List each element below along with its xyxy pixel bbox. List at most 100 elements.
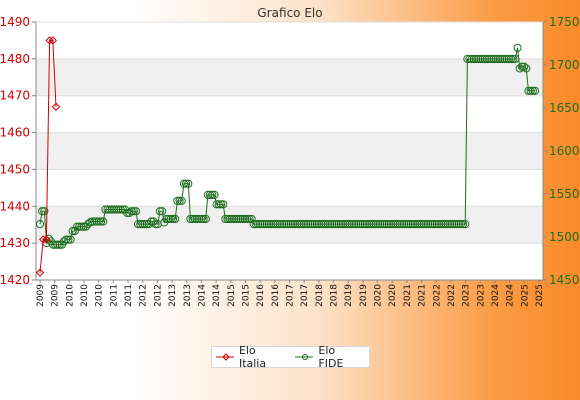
elo-fide-point (304, 220, 313, 229)
elo-fide-point (35, 220, 45, 229)
elo-fide-point (493, 54, 503, 64)
series-elo-fide (35, 43, 540, 249)
elo-fide-point (330, 220, 339, 229)
elo-fide-point (456, 220, 465, 229)
right-tick-label: 1600 (549, 144, 580, 158)
legend: Elo Italia Elo FIDE (211, 344, 370, 370)
elo-fide-point (360, 220, 370, 229)
x-tick-label: 2017 (300, 284, 310, 307)
x-tick-label: 2025 (520, 284, 530, 307)
elo-fide-point (277, 220, 287, 229)
legend-item-elo-fide[interactable]: Elo FIDE (295, 344, 359, 370)
elo-fide-point (312, 220, 322, 229)
elo-fide-point (225, 214, 234, 224)
legend-item-elo-italia[interactable]: Elo Italia (216, 344, 281, 370)
elo-fide-point (345, 220, 354, 229)
elo-italia-point (38, 235, 48, 244)
elo-fide-point (371, 220, 380, 229)
elo-fide-point (325, 220, 335, 229)
elo-fide-point (336, 220, 346, 229)
elo-fide-point (110, 205, 119, 214)
elo-italia-line (39, 39, 57, 273)
elo-fide-point (402, 220, 411, 229)
grid-lines (36, 21, 543, 281)
elo-fide-point (339, 220, 348, 229)
elo-fide-point (408, 220, 417, 229)
elo-fide-point (389, 220, 398, 229)
elo-fide-point (190, 214, 199, 224)
elo-fide-point (373, 220, 383, 229)
elo-fide-point (395, 220, 404, 229)
elo-fide-point (158, 207, 167, 216)
elo-fide-point (461, 220, 470, 229)
elo-italia-point (35, 268, 45, 277)
legend-label-elo-italia: Elo Italia (238, 344, 267, 370)
x-tick-label: 2024 (506, 284, 516, 307)
elo-fide-point (378, 220, 387, 229)
elo-fide-point (195, 214, 204, 224)
legend-label-elo-fide: Elo FIDE (318, 344, 344, 370)
elo-fide-point (199, 214, 208, 224)
left-tick-label: 1430 (0, 236, 30, 250)
circle-marker-icon (295, 354, 314, 360)
elo-fide-point (107, 205, 117, 214)
elo-fide-point (70, 226, 79, 236)
elo-fide-point (269, 220, 278, 229)
elo-fide-point (149, 217, 158, 226)
x-tick-label: 2014 (197, 284, 207, 307)
elo-italia-point (48, 36, 58, 45)
elo-fide-point (258, 220, 267, 229)
x-tick-label: 2021 (403, 284, 413, 307)
elo-fide-point (186, 214, 195, 224)
elo-fide-point (208, 190, 217, 199)
x-tick-label: 2012 (139, 284, 149, 307)
elo-fide-point (151, 220, 160, 229)
elo-fide-point (164, 214, 173, 224)
elo-fide-point (131, 207, 141, 216)
x-tick-label: 2014 (212, 284, 222, 307)
elo-fide-point (188, 214, 197, 224)
elo-fide-point (362, 220, 372, 229)
x-tick-label: 2020 (388, 284, 398, 307)
elo-fide-point (482, 54, 492, 64)
elo-fide-point (354, 220, 363, 229)
right-tick-label: 1550 (549, 187, 580, 201)
elo-fide-point (243, 214, 252, 224)
elo-fide-point (334, 220, 343, 229)
plot-area (36, 22, 543, 280)
elo-fide-point (162, 214, 171, 224)
elo-italia-point (42, 235, 51, 244)
elo-fide-point (51, 240, 60, 249)
elo-fide-point (321, 220, 330, 229)
elo-fide-point (234, 214, 243, 224)
elo-fide-point (291, 220, 300, 229)
elo-fide-point (262, 220, 271, 229)
left-tick-label: 1440 (0, 199, 30, 213)
elo-fide-point (391, 220, 400, 229)
elo-fide-point (48, 240, 58, 249)
elo-fide-point (478, 54, 487, 64)
elo-fide-point (288, 220, 298, 229)
elo-fide-point (238, 214, 247, 224)
elo-fide-point (253, 220, 263, 229)
elo-fide-point (310, 220, 319, 229)
elo-fide-point (81, 222, 90, 231)
elo-fide-point (203, 190, 213, 199)
elo-fide-point (99, 217, 108, 226)
elo-fide-point (101, 205, 110, 214)
elo-fide-point (299, 220, 308, 229)
elo-fide-point (509, 54, 518, 64)
right-tick-label: 1500 (549, 230, 580, 244)
left-y-axis-ticks: 1420 1430 1440 1450 1460 1470 1480 1490 (0, 15, 36, 287)
elo-fide-point (144, 220, 154, 229)
elo-fide-point (513, 43, 522, 52)
elo-fide-point (251, 220, 260, 229)
elo-fide-point (90, 217, 99, 226)
elo-fide-point (94, 217, 103, 226)
elo-fide-point (430, 220, 439, 229)
elo-fide-point (404, 220, 413, 229)
elo-fide-point (524, 86, 533, 95)
elo-fide-point (227, 214, 236, 224)
elo-fide-point (219, 200, 228, 209)
x-tick-label: 2010 (65, 284, 75, 307)
